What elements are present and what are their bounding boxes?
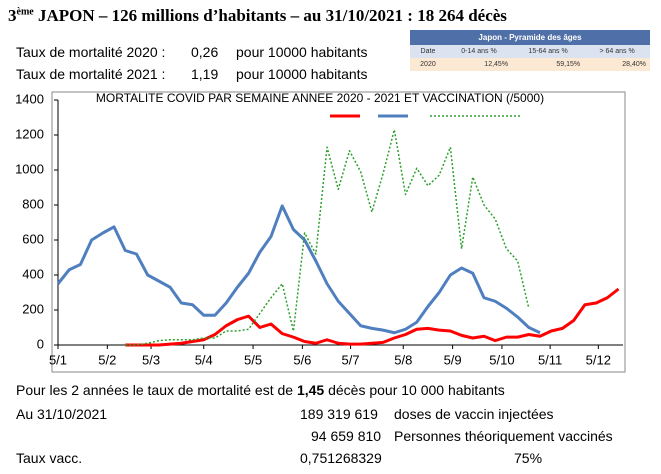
x-tick-label: 5/10 [489, 352, 514, 367]
title-text: JAPON – 126 millions d’habitants – au 31… [37, 6, 507, 25]
table-cell: 28,40% [584, 58, 650, 71]
x-tick-label: 5/9 [444, 352, 462, 367]
chart-title: MORTALITE COVID PAR SEMAINE ANNEE 2020 -… [96, 91, 544, 105]
x-tick-label: 5/12 [586, 352, 611, 367]
stat-label: Taux de mortalité 2021 : [16, 66, 166, 82]
footer-value: 94 659 810 [311, 428, 382, 444]
stat-label: Taux de mortalité 2020 : [16, 44, 166, 60]
y-tick-label: 1200 [15, 126, 44, 141]
x-tick-label: 5/2 [98, 352, 116, 367]
table-header: Date [410, 45, 446, 58]
footer-value: 189 319 619 [300, 406, 378, 422]
x-tick-label: 5/6 [293, 352, 311, 367]
y-tick-label: 800 [22, 196, 44, 211]
page-title: 3ème JAPON – 126 millions d’habitants – … [8, 6, 507, 26]
table-cell: 59,15% [512, 58, 585, 71]
x-tick-label: 5/3 [142, 352, 160, 367]
x-tick-label: 5/7 [342, 352, 360, 367]
x-tick-label: 5/5 [244, 352, 262, 367]
series-line [125, 287, 620, 347]
table-header: 0-14 ans % [445, 45, 513, 58]
table-cell: 2020 [410, 58, 446, 71]
footer-label: Taux vacc. [16, 450, 83, 466]
y-tick-label: 1000 [15, 161, 44, 176]
stat-value: 0,26 [191, 44, 219, 60]
x-tick-label: 5/8 [394, 352, 412, 367]
y-tick-label: 0 [37, 336, 44, 351]
table-title: Japon - Pyramide des âges [410, 30, 650, 45]
footer-label: Au 31/10/2021 [16, 406, 108, 422]
y-tick-label: 600 [22, 231, 44, 246]
y-tick-label: 1400 [15, 91, 44, 106]
title-prefix: 3 [8, 6, 17, 25]
chart-frame [51, 91, 626, 373]
series-line [56, 204, 541, 335]
table-cell: 12,45% [445, 58, 513, 71]
x-tick-label: 5/11 [538, 352, 562, 367]
series-line [125, 129, 530, 346]
footer-desc: 75% [514, 450, 543, 466]
stat-unit: pour 10000 habitants [236, 66, 368, 82]
footer-text: Pour les 2 années le taux de mortalité e… [16, 382, 297, 398]
footer-sentence: Pour les 2 années le taux de mortalité e… [16, 382, 505, 398]
title-sup: ème [16, 6, 34, 18]
footer-desc: doses de vaccin injectées [394, 406, 554, 422]
stat-unit: pour 10000 habitants [236, 44, 368, 60]
stat-value: 1,19 [191, 66, 219, 82]
y-tick-label: 400 [22, 266, 44, 281]
y-tick-label: 200 [22, 301, 44, 316]
footer-value: 0,751268329 [300, 450, 382, 466]
table-header: 15-64 ans % [512, 45, 585, 58]
table-header: > 64 ans % [584, 45, 650, 58]
footer-desc: Personnes théoriquement vaccinés [394, 428, 613, 444]
age-table: Japon - Pyramide des âges Date 0-14 ans %… [410, 30, 650, 71]
footer-text: décès pour 10 000 habitants [324, 382, 505, 398]
footer-bold: 1,45 [296, 382, 325, 398]
x-tick-label: 5/4 [195, 352, 213, 367]
x-tick-label: 5/1 [49, 352, 67, 367]
